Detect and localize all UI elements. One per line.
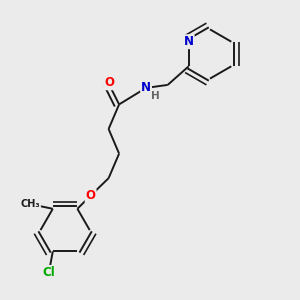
Text: Cl: Cl [43, 266, 56, 279]
Text: O: O [104, 76, 114, 89]
Text: N: N [184, 35, 194, 48]
Text: CH₃: CH₃ [21, 199, 40, 209]
Text: H: H [151, 91, 160, 101]
Text: O: O [85, 189, 96, 202]
Text: N: N [141, 81, 151, 94]
